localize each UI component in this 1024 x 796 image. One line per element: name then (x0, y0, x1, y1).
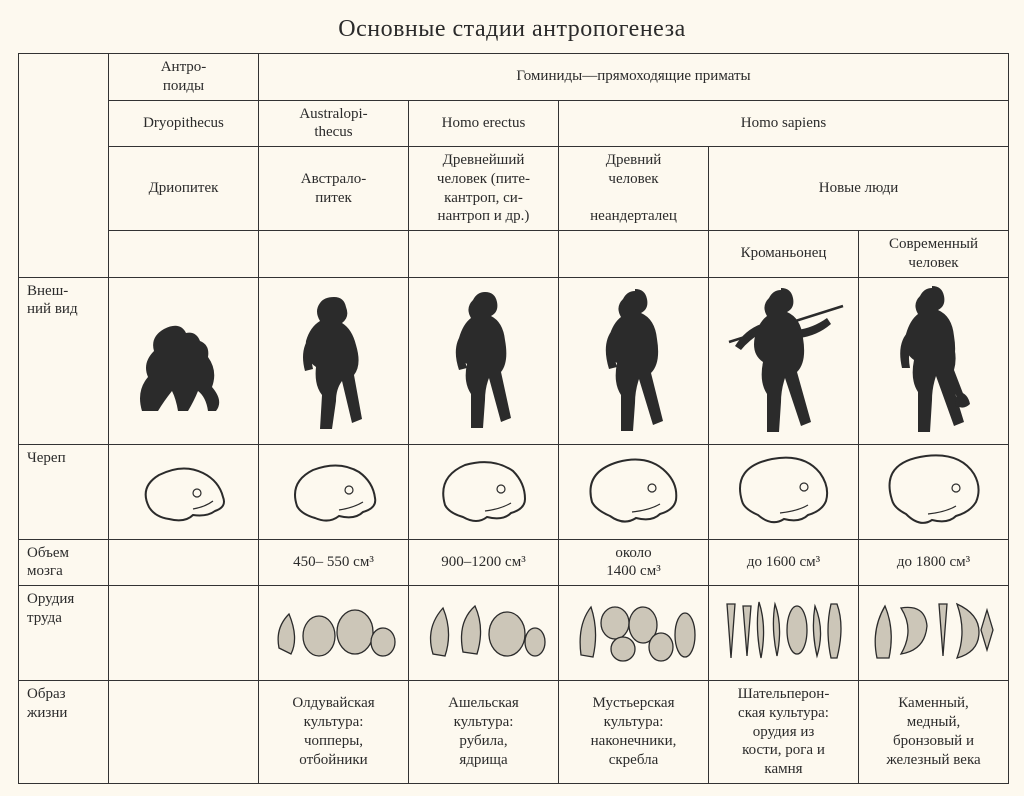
fig-erectus (409, 277, 559, 444)
fig-australo (259, 277, 409, 444)
brain-neander: около1400 см³ (559, 539, 709, 586)
skull-australo-icon (279, 456, 389, 528)
australo-walk-icon (279, 287, 389, 435)
blank-dryo (109, 231, 259, 278)
anthropogenesis-table: Антро-поиды Гоминиды—прямоходящие примат… (18, 53, 1009, 784)
latin-dryo: Dryopithecus (109, 100, 259, 147)
skull-erectus-icon (429, 455, 539, 529)
tools-australo (259, 586, 409, 681)
neander-walk-icon (579, 285, 689, 437)
tools-dryo (109, 586, 259, 681)
row-brain-label: Объеммозга (19, 539, 109, 586)
ru-erectus: Древнейшийчеловек (пите-кантроп, си-нант… (409, 147, 559, 231)
ru-australo: Австрало-питек (259, 147, 409, 231)
ru-dryo: Дриопитек (109, 147, 259, 231)
brain-cro: до 1600 см³ (709, 539, 859, 586)
ru-neander: Древнийчеловекнеандерталец (559, 147, 709, 231)
blank-australo (259, 231, 409, 278)
tools-modern (859, 586, 1009, 681)
brain-modern: до 1800 см³ (859, 539, 1009, 586)
skull-dryo (109, 444, 259, 539)
header-blank (19, 54, 109, 278)
skull-modern-icon (878, 452, 990, 532)
page-title: Основные стадии антропогенеза (18, 16, 1006, 43)
skull-neander (559, 444, 709, 539)
latin-sapiens: Homo sapiens (559, 100, 1009, 147)
tools-modern-icon (867, 596, 1001, 670)
skull-australo (259, 444, 409, 539)
ape-walk-icon (124, 291, 244, 431)
tools-neander (559, 586, 709, 681)
ru-cro: Кроманьонец (709, 231, 859, 278)
tools-australo-icon (269, 598, 399, 668)
skull-neander-icon (578, 454, 690, 530)
skull-modern (859, 444, 1009, 539)
skull-cro-icon (728, 453, 840, 531)
tools-cro (709, 586, 859, 681)
fig-dryo (109, 277, 259, 444)
brain-australo: 450– 550 см³ (259, 539, 409, 586)
row-skull-label: Череп (19, 444, 109, 539)
skull-erectus (409, 444, 559, 539)
blank-neander (559, 231, 709, 278)
ru-newpeople: Новые люди (709, 147, 1009, 231)
blank-erectus (409, 231, 559, 278)
tools-erectus (409, 586, 559, 681)
tools-erectus-icon (419, 598, 549, 668)
skull-cro (709, 444, 859, 539)
latin-erectus: Homo erectus (409, 100, 559, 147)
row-tools-label: Орудиятруда (19, 586, 109, 681)
header-anthropoids: Антро-поиды (109, 54, 259, 101)
skull-dryo-icon (129, 457, 239, 527)
fig-neander (559, 277, 709, 444)
modern-walk-icon (874, 284, 994, 438)
row-appearance-label: Внеш-ний вид (19, 277, 109, 444)
brain-erectus: 900–1200 см³ (409, 539, 559, 586)
tools-neander-icon (569, 597, 699, 669)
ru-modern: Современныйчеловек (859, 231, 1009, 278)
fig-modern (859, 277, 1009, 444)
erectus-walk-icon (429, 286, 539, 436)
latin-australo: Australopi-thecus (259, 100, 409, 147)
fig-cro (709, 277, 859, 444)
tools-cro-icon (717, 596, 851, 670)
cro-walk-icon (719, 284, 849, 438)
header-hominids: Гоминиды—прямоходящие приматы (259, 54, 1009, 101)
brain-dryo (109, 539, 259, 586)
